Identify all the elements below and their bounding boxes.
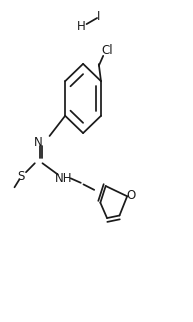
Text: N: N [34,136,43,149]
Text: O: O [127,189,136,202]
Text: S: S [17,170,25,183]
Text: H: H [77,21,85,33]
Text: I: I [97,10,100,23]
Text: Cl: Cl [101,44,113,57]
Text: NH: NH [55,172,73,185]
